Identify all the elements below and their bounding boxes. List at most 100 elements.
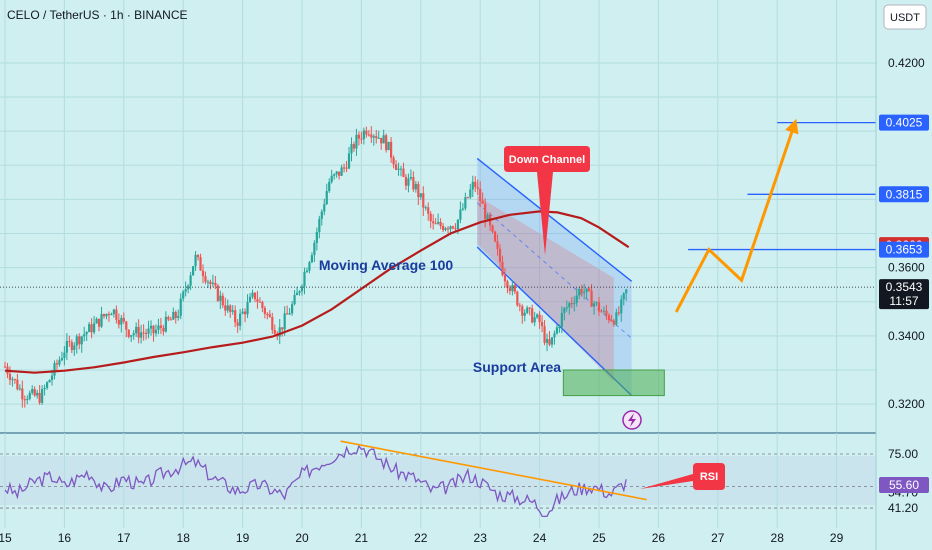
candle-up — [219, 295, 222, 301]
candle-down — [169, 319, 172, 321]
candle-down — [204, 276, 207, 282]
price-pane[interactable]: Moving Average 100 Down Channel Support … — [0, 0, 876, 433]
candle-down — [375, 136, 378, 139]
time-tick-label: 28 — [771, 531, 785, 545]
time-tick-label: 17 — [117, 531, 131, 545]
candle-up — [283, 313, 286, 330]
candle-down — [107, 313, 111, 316]
candle-up — [461, 208, 464, 210]
candle-down — [513, 285, 516, 292]
price-axis[interactable]: 0.4200 0.3600 0.3400 0.3200 0.4025 0.3815 0.3… — [876, 0, 932, 550]
time-axis[interactable]: 15 16 17 18 19 20 21 22 23 24 25 26 27 28 29 — [0, 531, 844, 545]
candle-up — [315, 232, 318, 243]
price-tick-label: 0.3600 — [888, 261, 925, 275]
candle-up — [110, 314, 113, 316]
time-tick-label: 20 — [295, 531, 309, 545]
candle-up — [149, 325, 153, 329]
candle-up — [318, 218, 321, 233]
candle-down — [434, 223, 437, 225]
candle-down — [90, 324, 93, 333]
candle-up — [399, 168, 403, 170]
candle-up — [88, 324, 91, 333]
candle-up — [303, 272, 306, 287]
candle-up — [291, 304, 294, 314]
candle-down — [590, 290, 593, 307]
candle-up — [464, 197, 467, 209]
candle-up — [407, 178, 410, 186]
symbol-title[interactable]: CELO / TetherUS · 1h · BINANCE — [7, 8, 188, 22]
candle-down — [518, 305, 521, 307]
currency-button[interactable]: USDT — [883, 4, 927, 30]
down-channel-fill — [477, 158, 632, 396]
rsi-band — [0, 456, 876, 505]
rsi-line — [4, 444, 627, 518]
candle-down — [102, 314, 106, 317]
candle-down — [357, 134, 361, 139]
down-channel-callout: Down Channel — [504, 146, 590, 255]
time-tick-label: 26 — [652, 531, 666, 545]
candle-down — [214, 282, 217, 286]
candle-up — [511, 285, 514, 292]
channel-upper-line — [476, 157, 633, 282]
candle-down — [78, 336, 81, 345]
candle-up — [154, 329, 158, 334]
candle-down — [360, 138, 363, 140]
candle-up — [333, 174, 336, 176]
candle-up — [93, 323, 96, 333]
support-area-label: Support Area — [473, 359, 561, 375]
candle-up — [298, 291, 301, 293]
candle-down — [209, 281, 212, 284]
candle-down — [493, 231, 497, 242]
candle-up — [325, 191, 328, 205]
candle-up — [83, 334, 86, 337]
candle-down — [570, 303, 573, 305]
candle-up — [330, 175, 333, 182]
candle-down — [144, 333, 148, 335]
candle-down — [454, 228, 457, 230]
rsi-pane[interactable]: RSI — [0, 433, 876, 528]
candle-up — [486, 214, 489, 220]
candle-down — [516, 291, 519, 306]
candle-up — [50, 375, 54, 381]
alert-icon[interactable] — [622, 410, 642, 430]
candle-up — [248, 296, 252, 303]
candle-up — [241, 311, 244, 314]
time-tick-label: 27 — [711, 531, 725, 545]
candle-up — [350, 144, 353, 154]
candle-up — [459, 209, 462, 220]
candle-up — [60, 358, 64, 361]
time-tick-label: 15 — [0, 531, 12, 545]
candle-up — [182, 291, 185, 299]
candle-down — [484, 203, 487, 220]
candle-up — [449, 226, 452, 230]
candle-down — [3, 366, 7, 368]
candle-down — [281, 327, 284, 330]
rsi-trendline — [340, 440, 647, 501]
down-channel-label: Down Channel — [509, 154, 585, 166]
candle-up — [177, 315, 180, 318]
time-tick-label: 24 — [533, 531, 547, 545]
candle-up — [95, 318, 98, 324]
candle-up — [80, 336, 83, 345]
price-tag: 0.3653 — [879, 241, 929, 258]
candle-up — [560, 312, 563, 327]
candle-up — [625, 289, 628, 294]
candle-down — [540, 322, 544, 327]
candle-down — [588, 288, 591, 291]
candle-down — [13, 379, 16, 381]
candle-down — [258, 301, 262, 303]
candle-down — [439, 222, 442, 226]
candle-down — [97, 318, 101, 327]
price-tag-box — [879, 186, 929, 203]
candle-up — [239, 313, 242, 326]
candle-down — [385, 135, 388, 151]
candle-up — [602, 310, 606, 312]
candle-down — [286, 313, 289, 315]
candle-up — [26, 398, 29, 400]
time-tick-label: 29 — [830, 531, 844, 545]
price-axis-ticks: 0.4200 0.3600 0.3400 0.3200 — [888, 56, 925, 411]
price-axis-background — [876, 0, 932, 550]
candle-up — [308, 262, 311, 271]
